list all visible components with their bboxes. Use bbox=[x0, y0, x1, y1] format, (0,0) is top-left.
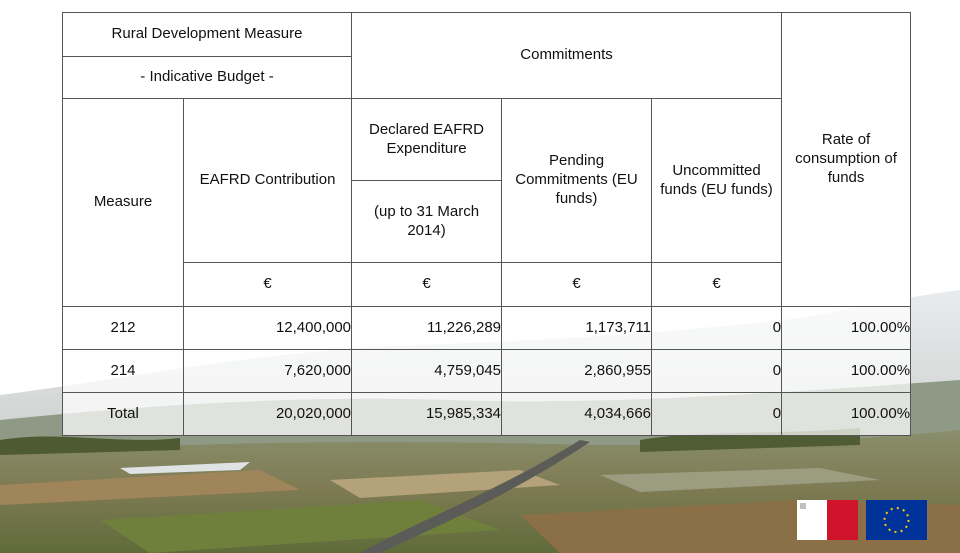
header-cell: Declared EAFRD Expenditure bbox=[351, 98, 503, 181]
table-cell: 4,034,666 bbox=[501, 392, 653, 436]
table-cell: 214 bbox=[62, 349, 184, 393]
table-cell: 1,173,711 bbox=[501, 306, 653, 350]
header-cell: (up to 31 March 2014) bbox=[351, 180, 503, 263]
table-cell: 7,620,000 bbox=[182, 349, 353, 393]
header-cell: Uncommitted funds (EU funds) bbox=[651, 98, 783, 263]
currency-cell: € bbox=[182, 262, 353, 307]
table-row: 214 7,620,000 4,759,045 2,860,955 0 100.00% bbox=[62, 349, 912, 393]
table-cell: 100.00% bbox=[781, 392, 912, 436]
table-row: Total 20,020,000 15,985,334 4,034,666 0 100.0… bbox=[62, 392, 912, 436]
currency-cell: € bbox=[651, 262, 783, 307]
table-cell: 11,226,289 bbox=[351, 306, 503, 350]
header-cell: Rate of consumption of funds bbox=[781, 12, 912, 307]
table-cell: 0 bbox=[651, 349, 783, 393]
table-cell: 15,985,334 bbox=[351, 392, 503, 436]
budget-table: Rural Development Measure Commitments Ra… bbox=[61, 12, 912, 436]
header-cell: Commitments bbox=[351, 12, 783, 99]
table-cell: 0 bbox=[651, 306, 783, 350]
table-cell: 4,759,045 bbox=[351, 349, 503, 393]
table-row: 212 12,400,000 11,226,289 1,173,711 0 100.00% bbox=[62, 306, 912, 350]
table-cell: 0 bbox=[651, 392, 783, 436]
table-cell: 100.00% bbox=[781, 349, 912, 393]
eu-flag bbox=[866, 500, 927, 540]
table-cell: 12,400,000 bbox=[182, 306, 353, 350]
table-cell: Total bbox=[62, 392, 184, 436]
table-body: 212 12,400,000 11,226,289 1,173,711 0 100.00%… bbox=[62, 306, 912, 436]
table-cell: 212 bbox=[62, 306, 184, 350]
header-cell: Pending Commitments (EU funds) bbox=[501, 98, 653, 263]
table-cell: 100.00% bbox=[781, 306, 912, 350]
table-cell: 20,020,000 bbox=[182, 392, 353, 436]
currency-cell: € bbox=[351, 262, 503, 307]
table-cell: 2,860,955 bbox=[501, 349, 653, 393]
header-cell: Measure bbox=[62, 98, 184, 307]
currency-cell: € bbox=[501, 262, 653, 307]
malta-flag bbox=[797, 500, 858, 540]
header-cell: EAFRD Contribution bbox=[182, 98, 353, 263]
header-cell: - Indicative Budget - bbox=[61, 56, 353, 99]
header-cell: Rural Development Measure bbox=[61, 12, 353, 57]
